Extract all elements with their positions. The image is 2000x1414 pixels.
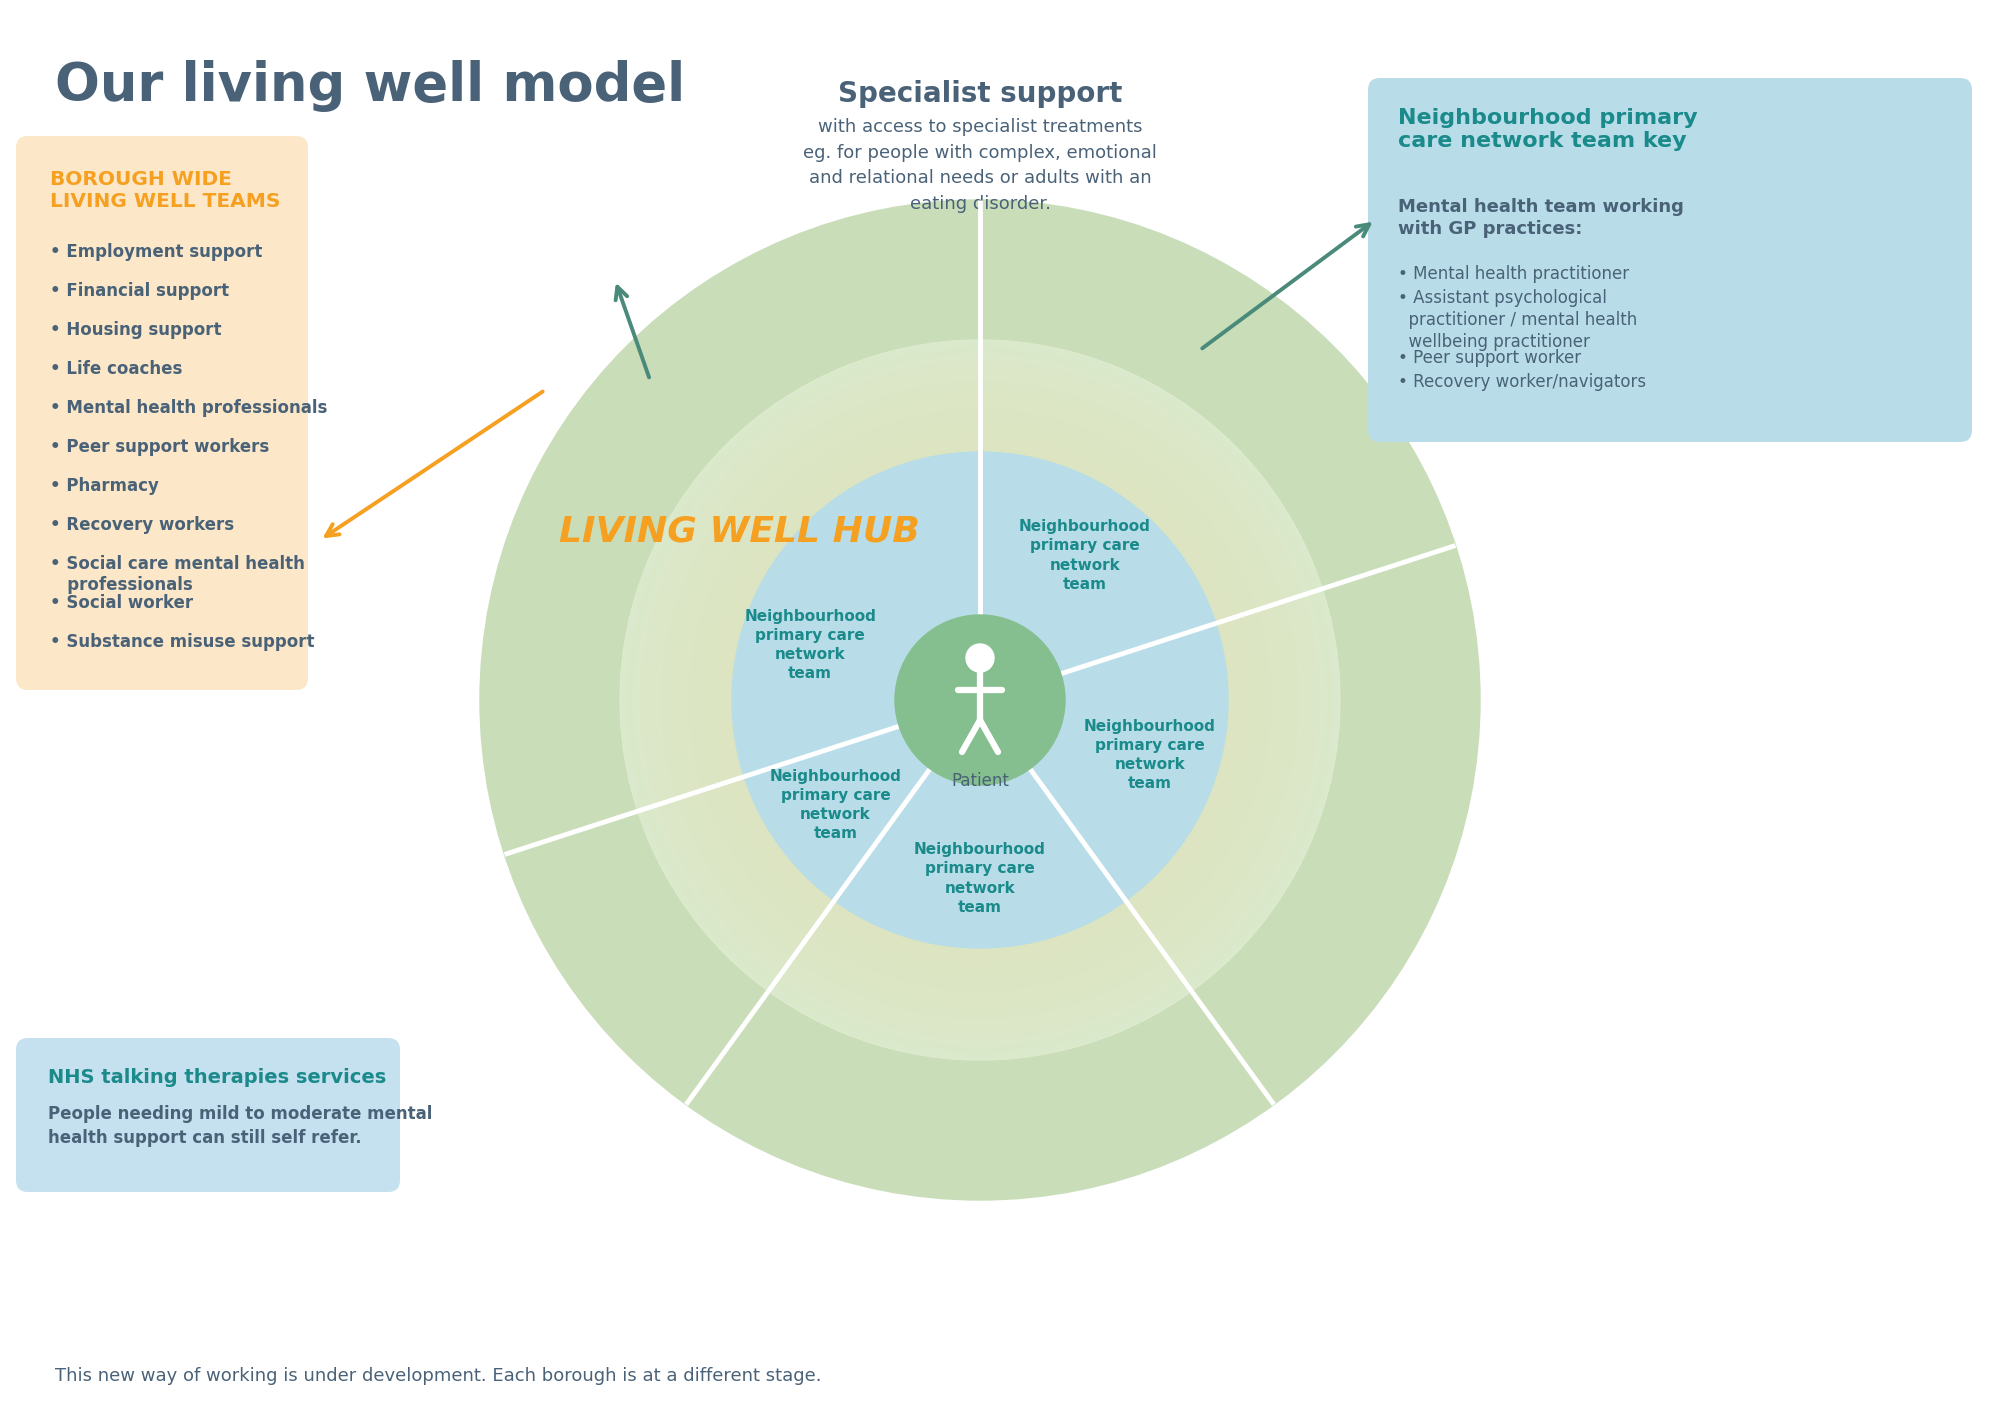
Text: Specialist support: Specialist support	[838, 81, 1122, 107]
Circle shape	[896, 615, 1064, 785]
Text: • Employment support: • Employment support	[50, 243, 262, 262]
Text: Patient: Patient	[952, 772, 1008, 790]
Text: Our living well model: Our living well model	[56, 59, 686, 112]
Text: BOROUGH WIDE
LIVING WELL TEAMS: BOROUGH WIDE LIVING WELL TEAMS	[50, 170, 280, 211]
Text: • Substance misuse support: • Substance misuse support	[50, 633, 314, 650]
Text: Neighbourhood
primary care
network
team: Neighbourhood primary care network team	[914, 843, 1046, 915]
FancyBboxPatch shape	[16, 136, 308, 690]
Text: • Assistant psychological
  practitioner / mental health
  wellbeing practitione: • Assistant psychological practitioner /…	[1398, 288, 1638, 352]
Text: NHS talking therapies services: NHS talking therapies services	[48, 1068, 386, 1087]
Text: • Financial support: • Financial support	[50, 281, 230, 300]
Text: • Housing support: • Housing support	[50, 321, 222, 339]
Text: Neighbourhood
primary care
network
team: Neighbourhood primary care network team	[1020, 519, 1150, 592]
Circle shape	[966, 643, 994, 672]
Circle shape	[732, 452, 1228, 947]
Text: • Recovery workers: • Recovery workers	[50, 516, 234, 534]
Text: This new way of working is under development. Each borough is at a different sta: This new way of working is under develop…	[56, 1367, 822, 1384]
Text: People needing mild to moderate mental
health support can still self refer.: People needing mild to moderate mental h…	[48, 1104, 432, 1147]
Text: Mental health team working
with GP practices:: Mental health team working with GP pract…	[1398, 198, 1684, 238]
Text: LIVING WELL HUB: LIVING WELL HUB	[558, 515, 920, 549]
Text: with access to specialist treatments
eg. for people with complex, emotional
and : with access to specialist treatments eg.…	[804, 117, 1156, 214]
Text: • Peer support workers: • Peer support workers	[50, 438, 270, 455]
Text: • Life coaches: • Life coaches	[50, 361, 182, 378]
Text: • Social worker: • Social worker	[50, 594, 194, 612]
Text: • Mental health professionals: • Mental health professionals	[50, 399, 328, 417]
FancyBboxPatch shape	[16, 1038, 400, 1192]
Text: Neighbourhood
primary care
network
team: Neighbourhood primary care network team	[770, 769, 902, 841]
Text: • Pharmacy: • Pharmacy	[50, 477, 158, 495]
Text: • Recovery worker/navigators: • Recovery worker/navigators	[1398, 373, 1646, 392]
Circle shape	[480, 199, 1480, 1200]
FancyBboxPatch shape	[1368, 78, 1972, 443]
Text: Neighbourhood
primary care
network
team: Neighbourhood primary care network team	[744, 608, 876, 682]
Text: • Mental health practitioner: • Mental health practitioner	[1398, 264, 1630, 283]
Text: Neighbourhood primary
care network team key: Neighbourhood primary care network team …	[1398, 107, 1698, 151]
Circle shape	[620, 339, 1340, 1060]
Text: Neighbourhood
primary care
network
team: Neighbourhood primary care network team	[1084, 718, 1216, 792]
Text: • Peer support worker: • Peer support worker	[1398, 349, 1582, 368]
Text: • Social care mental health
   professionals: • Social care mental health professional…	[50, 556, 304, 594]
